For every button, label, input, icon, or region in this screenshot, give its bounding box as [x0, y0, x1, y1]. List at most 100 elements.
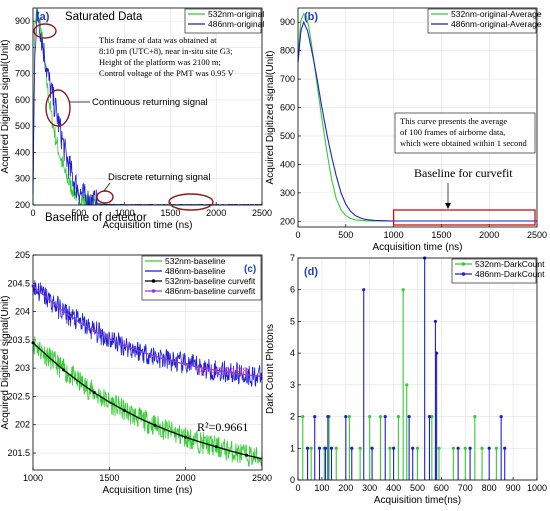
- y-tick-label: 1: [290, 443, 295, 453]
- stem-point: [370, 446, 374, 450]
- y-axis-label: Acquired Digitized signal(Unit): [0, 40, 11, 174]
- stem-point: [430, 414, 434, 419]
- y-tick-label: 200: [15, 200, 30, 210]
- y-tick-label: 900: [280, 17, 295, 27]
- legend-entry: 486nm-original-Average: [451, 19, 542, 29]
- stem-point: [350, 446, 354, 450]
- curvefit-point: [123, 409, 127, 413]
- stem-point: [463, 446, 467, 450]
- arrow-head: [445, 203, 451, 209]
- stem-point: [456, 446, 460, 450]
- annotation-box: [394, 112, 536, 154]
- y-tick-label: 201.5: [7, 448, 30, 458]
- x-tick-label: 2000: [176, 473, 196, 483]
- x-tick-label: 500: [338, 230, 353, 240]
- baseline-region-box: [392, 209, 536, 226]
- x-tick-label: 1000: [23, 473, 43, 483]
- stem-point: [435, 351, 439, 355]
- legend-entry: 486nm-DarkCount: [475, 269, 545, 279]
- y-tick-label: 7: [290, 253, 295, 263]
- annotation-box-line: This curve presents the average: [400, 116, 507, 126]
- x-tick-label: 2500: [252, 208, 272, 218]
- x-axis-label: Acquisition time(ns): [374, 495, 461, 506]
- stem-point: [401, 288, 405, 292]
- stem-point: [305, 446, 310, 450]
- x-tick-label: 1500: [431, 230, 451, 240]
- x-tick-label: 1000: [527, 483, 547, 493]
- y-tick-label: 202: [15, 420, 30, 430]
- y-tick-label: 4: [290, 348, 295, 358]
- stem-point: [392, 446, 396, 450]
- stem-point: [473, 414, 477, 419]
- panel-d: 0 100 200 300 400 500 600 700 800 900 1000 0 1 2 3 4 5 6 7…: [265, 253, 547, 506]
- plot-frame: [32, 254, 263, 471]
- legend-box: [451, 258, 537, 284]
- legend-box: [427, 8, 537, 34]
- y-tick-label: 600: [280, 103, 295, 113]
- panel-c: 1000 1500 2000 2500 201.5 202 202.5 203 203.5 204…: [0, 250, 272, 496]
- annotation-baseline: Baseline of detector: [45, 212, 147, 224]
- curvefit-point: [214, 368, 218, 372]
- y-axis-label: Acquired Digitized signal(Unit): [0, 296, 11, 430]
- stem-point: [499, 414, 503, 419]
- legend-entry: 532nm-baseline curvefit: [165, 276, 256, 286]
- highlight-ellipse: [45, 89, 71, 127]
- y-tick-label: 2: [290, 412, 295, 422]
- y-tick-label: 0: [290, 475, 295, 485]
- legend-marker: [461, 262, 466, 266]
- plot-frame: [297, 7, 538, 228]
- y-axis-label: Dark Count Photons: [265, 324, 276, 414]
- stem-point: [427, 414, 432, 419]
- stem-point: [358, 446, 362, 450]
- plot-area: [33, 8, 262, 205]
- y-tick-label: 6: [290, 285, 295, 295]
- x-tick-label: 400: [386, 483, 401, 493]
- stem-point: [407, 414, 411, 419]
- y-tick-label: 204: [15, 307, 30, 317]
- legend-box: [141, 255, 262, 301]
- stem-point: [334, 446, 338, 450]
- highlight-ellipse: [168, 193, 214, 211]
- series-line-486nm-curvefit: [32, 285, 263, 378]
- x-tick-label: 1500: [99, 473, 119, 483]
- stem-point: [494, 446, 498, 450]
- x-tick-label: 2000: [479, 230, 499, 240]
- y-tick-label: 700: [280, 74, 295, 84]
- info-line: 8:10 pm (UTC+8), near in-situ site G3;: [99, 46, 232, 56]
- x-tick-label: 700: [458, 483, 473, 493]
- x-tick-label: 500: [71, 208, 86, 218]
- y-tick-label: 700: [15, 69, 30, 79]
- curvefit-point: [214, 445, 218, 449]
- curvefit-point: [92, 329, 96, 333]
- stem-point: [433, 319, 438, 324]
- x-tick-label: 2500: [527, 230, 547, 240]
- stem-point: [437, 446, 441, 450]
- x-tick-label: 1000: [384, 230, 404, 240]
- panel-a: 0 500 1000 1500 2000 2500 200 300 400 500 600 700 80…: [0, 7, 272, 231]
- curvefit-point: [153, 423, 157, 427]
- x-tick-label: 100: [314, 483, 329, 493]
- panel-b: 0 500 1000 1500 2000 2500 200 300 400 500 600 700 80…: [265, 7, 547, 253]
- x-axis-label: Acquisition time (ns): [102, 220, 192, 231]
- x-tick-label: 500: [410, 483, 425, 493]
- legend-box: [184, 8, 262, 34]
- legend-marker: [461, 272, 466, 276]
- y-tick-label: 800: [280, 46, 295, 56]
- x-tick-label: 0: [295, 230, 300, 240]
- stem-point: [309, 446, 313, 450]
- stem-point: [451, 446, 455, 450]
- x-tick-label: 0: [30, 208, 35, 218]
- x-tick-label: 600: [434, 483, 449, 493]
- stem-point: [411, 446, 415, 450]
- x-tick-label: 2500: [252, 473, 272, 483]
- r2-label-bottom: R²=0.9661: [197, 420, 248, 434]
- stem-point: [368, 414, 372, 419]
- stem-point: [317, 446, 322, 450]
- y-tick-label: 400: [15, 147, 30, 157]
- plot-frame: [297, 257, 538, 481]
- y-tick-label: 3: [290, 380, 295, 390]
- stem-point: [329, 446, 334, 450]
- x-tick-label: 900: [506, 483, 521, 493]
- stem-point: [313, 414, 317, 419]
